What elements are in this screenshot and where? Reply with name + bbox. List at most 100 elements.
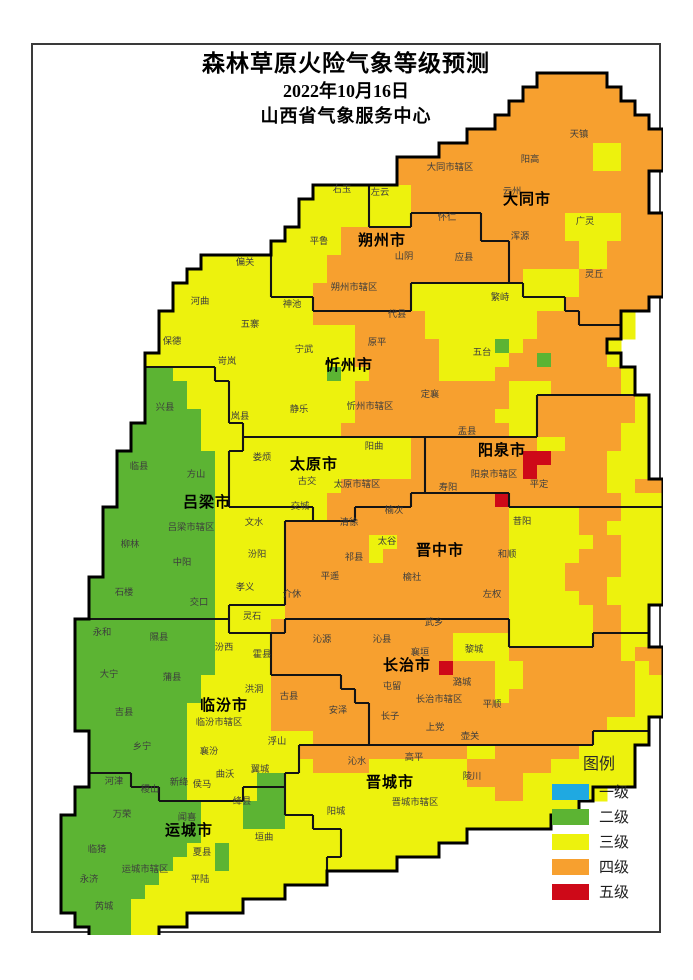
risk-cell	[75, 913, 90, 928]
risk-cell	[383, 255, 398, 270]
risk-cell	[383, 227, 398, 242]
risk-cell	[383, 395, 398, 410]
risk-cell	[607, 353, 622, 368]
risk-cell	[271, 395, 286, 410]
risk-cell	[327, 479, 342, 494]
risk-cell	[369, 493, 384, 508]
risk-cell	[481, 605, 496, 620]
risk-cell	[509, 241, 524, 256]
risk-cell	[145, 381, 160, 396]
risk-cell	[271, 465, 286, 480]
risk-cell	[593, 227, 608, 242]
risk-cell	[607, 423, 622, 438]
risk-cell	[313, 773, 328, 788]
risk-cell	[579, 199, 594, 214]
risk-cell	[187, 815, 202, 830]
risk-cell	[355, 283, 370, 298]
risk-cell	[271, 311, 286, 326]
risk-cell	[299, 367, 314, 382]
risk-cell	[355, 563, 370, 578]
risk-cell	[607, 591, 622, 606]
risk-cell	[579, 73, 594, 88]
risk-cell	[215, 815, 230, 830]
risk-cell	[313, 507, 328, 522]
risk-cell	[243, 717, 258, 732]
risk-cell	[201, 717, 216, 732]
risk-cell	[117, 479, 132, 494]
risk-cell	[201, 409, 216, 424]
risk-cell	[551, 367, 566, 382]
risk-cell	[537, 115, 552, 130]
risk-cell	[215, 577, 230, 592]
risk-cell	[355, 661, 370, 676]
risk-cell	[439, 535, 454, 550]
risk-cell	[257, 605, 272, 620]
risk-cell	[607, 773, 622, 788]
risk-cell	[481, 283, 496, 298]
risk-cell	[117, 731, 132, 746]
risk-cell	[341, 787, 356, 802]
county-label: 沁县	[373, 634, 392, 645]
risk-cell	[285, 829, 300, 844]
risk-cell	[621, 227, 636, 242]
risk-cell	[257, 731, 272, 746]
risk-cell	[453, 451, 468, 466]
risk-cell	[243, 255, 258, 270]
county-label: 宁武	[295, 343, 314, 355]
risk-cell	[537, 563, 552, 578]
risk-cell	[341, 283, 356, 298]
risk-cell	[313, 815, 328, 830]
legend-swatch	[552, 834, 589, 850]
risk-cell	[439, 479, 454, 494]
risk-cell	[257, 353, 272, 368]
risk-cell	[243, 703, 258, 718]
risk-cell	[145, 885, 160, 900]
risk-cell	[621, 591, 636, 606]
risk-cell	[117, 927, 132, 935]
risk-cell	[579, 297, 594, 312]
risk-cell	[439, 269, 454, 284]
risk-cell	[383, 325, 398, 340]
risk-cell	[103, 535, 118, 550]
risk-cell	[341, 535, 356, 550]
risk-cell	[551, 241, 566, 256]
risk-cell	[313, 437, 328, 452]
risk-cell	[215, 535, 230, 550]
risk-cell	[75, 619, 90, 634]
risk-cell	[565, 605, 580, 620]
risk-cell	[355, 745, 370, 760]
risk-cell	[537, 675, 552, 690]
risk-cell	[159, 633, 174, 648]
risk-cell	[369, 689, 384, 704]
risk-cell	[397, 703, 412, 718]
risk-cell	[117, 829, 132, 844]
risk-cell	[215, 857, 230, 872]
risk-cell	[159, 577, 174, 592]
risk-cell	[341, 437, 356, 452]
risk-cell	[173, 703, 188, 718]
risk-cell	[495, 787, 510, 802]
risk-cell	[621, 143, 636, 158]
risk-cell	[397, 451, 412, 466]
risk-cell	[439, 353, 454, 368]
risk-cell	[397, 311, 412, 326]
risk-cell	[61, 815, 76, 830]
risk-cell	[397, 829, 412, 844]
risk-cell	[649, 675, 663, 690]
risk-cell	[327, 563, 342, 578]
risk-cell	[537, 73, 552, 88]
risk-cell	[355, 507, 370, 522]
risk-cell	[145, 759, 160, 774]
risk-cell	[453, 619, 468, 634]
risk-cell	[243, 745, 258, 760]
risk-cell	[411, 563, 426, 578]
county-label: 新绛	[170, 776, 189, 788]
risk-cell	[187, 493, 202, 508]
risk-cell	[145, 899, 160, 914]
risk-cell	[187, 311, 202, 326]
risk-cell	[369, 395, 384, 410]
risk-cell	[411, 759, 426, 774]
risk-cell	[285, 633, 300, 648]
risk-cell	[607, 451, 622, 466]
